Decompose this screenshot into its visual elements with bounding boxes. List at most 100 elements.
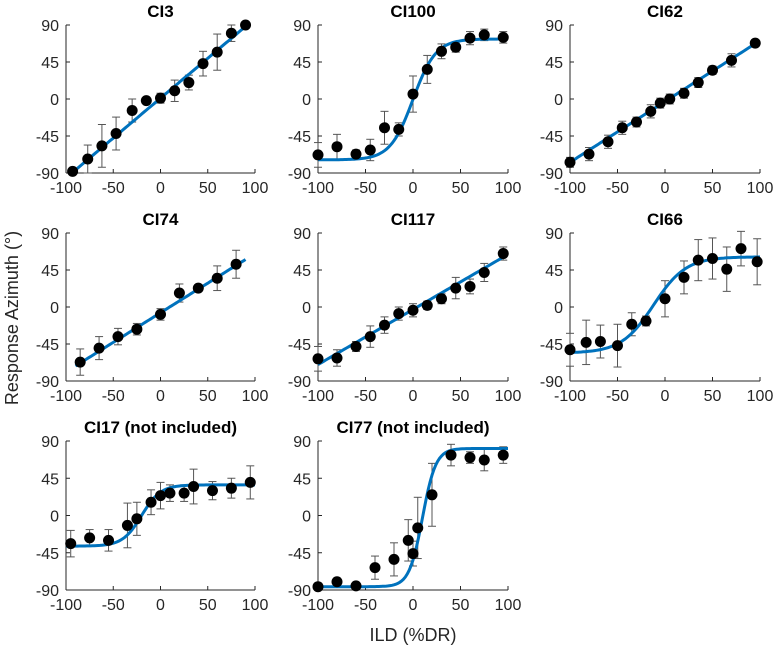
data-point (692, 77, 704, 89)
data-point (121, 519, 133, 531)
y-tick-label: 90 (293, 226, 311, 243)
data-point (478, 266, 490, 278)
y-tick-label: -90 (36, 166, 59, 183)
data-point (436, 293, 447, 305)
y-tick-label: -90 (288, 583, 311, 600)
panel-title: CI66 (647, 210, 683, 229)
data-point (594, 336, 606, 348)
data-point (450, 282, 462, 294)
x-tick-label: 0 (156, 597, 165, 614)
y-tick-label: -45 (36, 337, 59, 354)
y-tick-label: 0 (302, 92, 311, 109)
data-point (612, 340, 623, 352)
y-tick-label: -45 (288, 129, 311, 146)
data-point (183, 77, 195, 89)
data-point (84, 532, 96, 544)
data-point (112, 331, 124, 343)
x-tick-label: 100 (242, 180, 269, 197)
y-tick-label: 45 (41, 471, 59, 488)
data-point (564, 156, 576, 168)
panel-ci62: CI62 -100 -50 0 50 100 -90 -45 0 45 90 (540, 2, 774, 197)
data-point (421, 299, 433, 311)
data-point (164, 487, 176, 499)
data-point (364, 331, 376, 343)
y-tick-label: 90 (41, 18, 59, 35)
fit-curve (569, 255, 760, 354)
y-tick-label: 45 (293, 263, 311, 280)
data-point (178, 487, 190, 499)
data-point (626, 318, 638, 330)
x-axis-label: ILD (%DR) (369, 625, 456, 645)
y-tick-label: -45 (288, 546, 311, 563)
data-point (692, 254, 704, 266)
x-tick-label: -50 (102, 597, 125, 614)
data-point (464, 280, 476, 292)
x-tick-label: -100 (50, 597, 82, 614)
x-tick-label: -100 (554, 180, 586, 197)
data-point (707, 64, 718, 76)
panel-ci17: CI17 (not included) -100 -50 0 50 100 -90 -45 0 4… (36, 418, 269, 614)
data-point (312, 581, 324, 593)
x-tick-label: 0 (156, 388, 165, 405)
x-tick-label: 0 (661, 388, 670, 405)
y-tick-label: 90 (545, 18, 563, 35)
data-point (93, 342, 105, 354)
data-point (497, 449, 509, 461)
data-point (749, 37, 761, 49)
data-point (230, 258, 242, 270)
data-point (350, 340, 362, 352)
data-point (379, 319, 390, 331)
data-point (707, 252, 718, 264)
x-tick-label: -100 (554, 388, 586, 405)
data-point (364, 144, 376, 156)
x-tick-label: 100 (495, 180, 522, 197)
x-tick-label: 50 (704, 388, 722, 405)
panel-ci66: CI66 -100 -50 0 50 100 -90 -45 0 45 90 (540, 210, 774, 405)
data-point (197, 58, 209, 70)
y-tick-label: 45 (545, 263, 563, 280)
x-tick-label: -100 (50, 388, 82, 405)
data-point (402, 534, 414, 546)
y-tick-label: 90 (41, 226, 59, 243)
data-point (211, 272, 223, 284)
x-tick-label: -50 (102, 180, 125, 197)
data-point (421, 63, 433, 75)
data-point (131, 513, 143, 525)
data-point (350, 580, 362, 592)
data-point (450, 41, 462, 53)
data-point (188, 481, 200, 493)
y-tick-label: 0 (50, 92, 59, 109)
data-point (312, 149, 324, 161)
data-point (388, 553, 400, 565)
data-point (169, 85, 181, 97)
panel-title: CI100 (390, 2, 435, 21)
data-point (583, 148, 595, 160)
data-point (225, 482, 237, 494)
data-point (192, 282, 204, 294)
data-point (412, 522, 424, 534)
y-tick-label: -90 (288, 374, 311, 391)
x-tick-label: 50 (452, 180, 470, 197)
panel-title: CI117 (391, 210, 435, 229)
x-tick-label: -50 (102, 388, 125, 405)
y-tick-label: -45 (288, 337, 311, 354)
x-tick-label: -50 (606, 180, 629, 197)
y-tick-label: 0 (302, 300, 311, 317)
y-tick-label: -45 (540, 337, 563, 354)
y-tick-label: -45 (36, 546, 59, 563)
data-point (580, 336, 592, 348)
y-tick-label: 45 (293, 55, 311, 72)
data-point (464, 32, 476, 44)
y-tick-label: -45 (36, 129, 59, 146)
data-point (145, 496, 157, 508)
data-point (640, 315, 652, 327)
data-point (726, 54, 737, 66)
data-point (464, 452, 476, 464)
data-point (131, 323, 143, 335)
x-tick-label: 0 (409, 597, 418, 614)
x-tick-label: 100 (747, 388, 774, 405)
data-point (110, 128, 122, 140)
x-tick-label: 0 (409, 388, 418, 405)
data-point (240, 19, 252, 31)
